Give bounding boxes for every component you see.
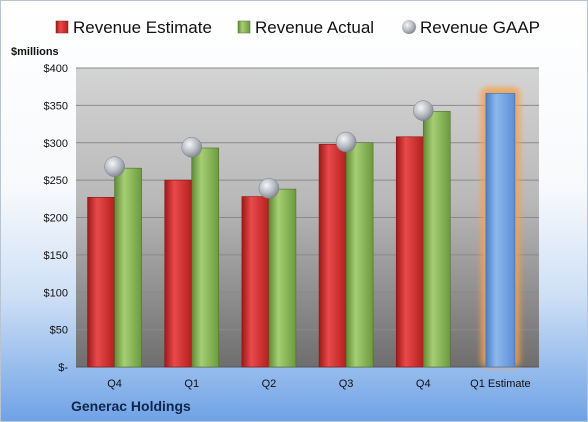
y-axis-unit-label: $millions (11, 46, 59, 58)
x-tick-label: Q1 (184, 378, 199, 390)
bar-revenue-actual (422, 111, 451, 368)
y-tick-label: $- (58, 362, 68, 374)
y-tick-label: $50 (50, 325, 68, 337)
grid-lines (76, 67, 539, 368)
gaap-markers (104, 100, 434, 199)
y-tick-label: $200 (44, 213, 68, 225)
marker-revenue-gaap (413, 100, 434, 121)
y-tick-label: $100 (44, 287, 68, 299)
y-tick-label: $150 (44, 250, 68, 262)
x-tick-label: Q2 (262, 378, 277, 390)
legend-label-estimate: Revenue Estimate (73, 18, 212, 37)
legend-label-gaap: Revenue GAAP (420, 18, 540, 37)
x-tick-label: Q4 (107, 378, 122, 390)
legend-label-actual: Revenue Actual (255, 18, 374, 37)
x-tick-label: Q1 Estimate (470, 378, 531, 390)
marker-revenue-gaap (181, 136, 202, 158)
bar-revenue-estimate (318, 143, 347, 368)
legend-swatch-gaap (402, 20, 416, 34)
y-tick-label: $400 (44, 63, 68, 75)
legend-swatch-actual (237, 20, 251, 34)
company-name: Generac Holdings (71, 398, 191, 414)
x-axis-ticks: Q4 Q1 Q2 Q3 Q4 Q1 Estimate (107, 378, 530, 390)
y-axis-ticks: $- $50 $100 $150 $200 $250 $300 $350 $400 (44, 63, 69, 374)
marker-revenue-gaap (258, 178, 280, 199)
bars (87, 87, 520, 368)
bar-revenue-actual (191, 147, 220, 368)
bar-revenue-estimate (395, 136, 424, 368)
y-tick-label: $300 (44, 138, 68, 150)
marker-revenue-gaap (104, 156, 125, 177)
bar-revenue-estimate (164, 179, 193, 368)
y-tick-label: $250 (44, 175, 68, 187)
legend: Revenue Estimate Revenue Actual Revenue … (55, 18, 540, 37)
bar-revenue-actual (268, 188, 297, 368)
marker-revenue-gaap (335, 131, 357, 153)
bar-estimate-highlight (485, 93, 516, 368)
x-tick-label: Q3 (339, 378, 354, 390)
bar-revenue-estimate (241, 196, 270, 368)
bar-revenue-estimate (87, 197, 115, 368)
legend-swatch-estimate (55, 20, 69, 34)
bar-revenue-actual (114, 167, 142, 368)
x-tick-label: Q4 (416, 378, 431, 390)
y-tick-label: $350 (44, 100, 68, 112)
bar-revenue-actual (345, 142, 374, 368)
